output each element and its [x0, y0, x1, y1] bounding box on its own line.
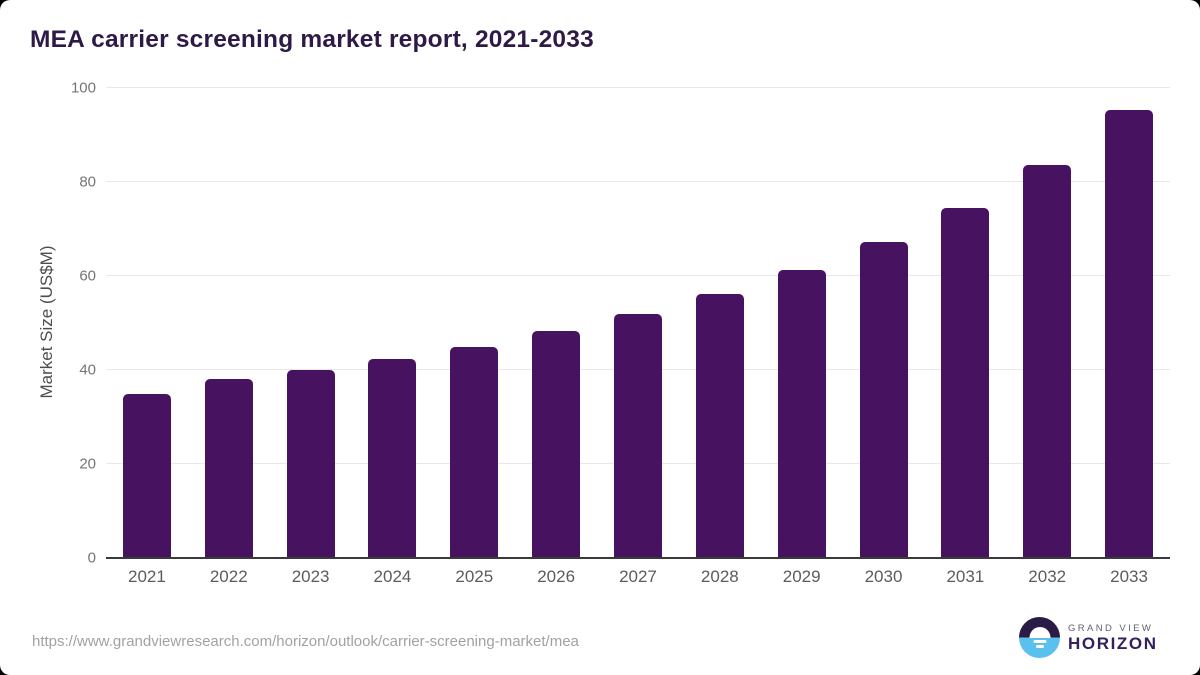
- bar-slot-2022: [188, 88, 270, 558]
- y-tick-label-20: 20: [79, 455, 96, 473]
- bar-slot-2028: [679, 88, 761, 558]
- bar-slot-2024: [352, 88, 434, 558]
- x-tick-label-2027: 2027: [619, 567, 657, 586]
- logo-text: GRAND VIEW HORIZON: [1068, 623, 1158, 653]
- bar-2027[interactable]: [613, 313, 662, 558]
- sun-dome-shape: [1029, 627, 1050, 638]
- bar-slot-2029: [761, 88, 843, 558]
- gridline-60: [106, 275, 1170, 276]
- bar-2032[interactable]: [1023, 164, 1072, 558]
- x-tick-label-2023: 2023: [291, 567, 330, 586]
- horizon-sun-icon: [1019, 617, 1060, 658]
- x-tick-label-2026: 2026: [537, 567, 576, 586]
- bar-2026[interactable]: [532, 330, 581, 558]
- gridline-80: [106, 181, 1170, 182]
- x-tick-label-2025: 2025: [455, 567, 494, 586]
- x-tick-label-2033: 2033: [1110, 567, 1148, 586]
- bar-slot-2031: [924, 88, 1006, 558]
- bar-2024[interactable]: [368, 358, 417, 558]
- grandview-horizon-logo: GRAND VIEW HORIZON: [1019, 617, 1158, 658]
- bar-slot-2023: [270, 88, 352, 558]
- sun-reflection-line: [1033, 640, 1046, 643]
- source-url: https://www.grandviewresearch.com/horizo…: [32, 633, 579, 650]
- y-tick-label-80: 80: [79, 173, 96, 191]
- y-tick-label-0: 0: [87, 549, 96, 567]
- y-tick-label-60: 60: [79, 267, 96, 285]
- bar-2030[interactable]: [859, 241, 908, 558]
- bar-2031[interactable]: [941, 207, 990, 558]
- chart-title: MEA carrier screening market report, 202…: [30, 26, 594, 53]
- x-tick-label-2028: 2028: [700, 567, 739, 586]
- logo-line2: HORIZON: [1068, 633, 1158, 653]
- x-tick-label-2021: 2021: [128, 567, 166, 586]
- bar-slot-2030: [843, 88, 925, 558]
- x-tick-label-2032: 2032: [1028, 567, 1067, 586]
- bar-slot-2021: [106, 88, 188, 558]
- bar-2028[interactable]: [695, 294, 744, 558]
- bar-slot-2033: [1088, 88, 1170, 558]
- bar-2025[interactable]: [450, 346, 499, 558]
- logo-line1: GRAND VIEW: [1068, 622, 1154, 634]
- x-tick-label-2029: 2029: [782, 567, 821, 586]
- gridline-100: [106, 87, 1170, 88]
- x-axis-labels: 2021 2022 2023 2024 2025 2026 2027 2028 2029 2030…: [106, 567, 1170, 587]
- bar-slot-2032: [1006, 88, 1088, 558]
- bar-2033[interactable]: [1105, 110, 1154, 558]
- x-tick-label-2024: 2024: [373, 567, 412, 586]
- y-axis-ticks: 0 20 40 60 80 100: [0, 81, 96, 566]
- bar-2029[interactable]: [777, 270, 826, 558]
- x-tick-label-2022: 2022: [209, 567, 248, 586]
- sun-reflection-line: [1035, 645, 1044, 648]
- x-tick-label-2030: 2030: [864, 567, 903, 586]
- y-tick-label-100: 100: [70, 79, 96, 97]
- x-tick-label-2031: 2031: [946, 567, 985, 586]
- bar-series: [106, 88, 1170, 558]
- x-axis-line: [106, 557, 1170, 559]
- y-tick-label-40: 40: [79, 361, 96, 379]
- bar-slot-2026: [515, 88, 597, 558]
- plot-area: [106, 87, 1170, 559]
- bar-slot-2027: [597, 88, 679, 558]
- bar-slot-2025: [433, 88, 515, 558]
- bar-2023[interactable]: [286, 370, 335, 558]
- bar-2021[interactable]: [122, 393, 171, 558]
- bar-2022[interactable]: [204, 378, 253, 558]
